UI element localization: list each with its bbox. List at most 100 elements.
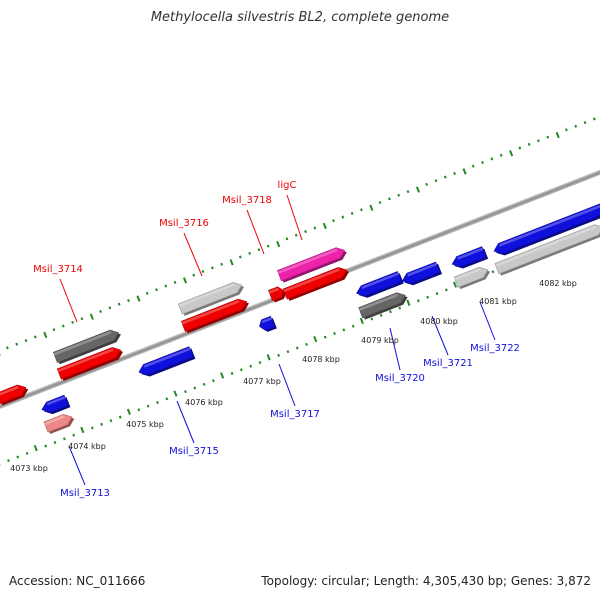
tick-mark bbox=[509, 150, 514, 157]
kbp-label: 4076 kbp bbox=[185, 398, 223, 407]
tick-mark bbox=[313, 335, 318, 343]
tick-mark bbox=[80, 317, 84, 321]
tick-mark bbox=[173, 280, 177, 284]
tick-mark bbox=[53, 440, 57, 444]
tick-mark bbox=[294, 233, 298, 237]
tick-mark bbox=[304, 230, 307, 234]
tick-mark bbox=[425, 182, 429, 186]
gene-blocks bbox=[0, 203, 600, 434]
tick-mark bbox=[201, 270, 205, 274]
kbp-label: 4081 kbp bbox=[479, 297, 517, 306]
tick-mark bbox=[370, 317, 374, 321]
gene-label: ligC bbox=[278, 180, 297, 191]
tick-mark bbox=[7, 459, 10, 463]
gene-msil-3715 bbox=[138, 346, 196, 377]
gene-label: Msil_3720 bbox=[375, 373, 425, 384]
gene-label: Msil_3722 bbox=[470, 343, 520, 354]
tick-mark bbox=[452, 281, 458, 288]
kbp-label: 4073 kbp bbox=[10, 464, 48, 473]
gene-msil-3720 bbox=[356, 271, 404, 298]
tick-mark bbox=[90, 426, 94, 430]
leader-line bbox=[286, 194, 303, 241]
tick-mark bbox=[332, 219, 335, 223]
tick-mark bbox=[239, 368, 243, 372]
tick-mark bbox=[266, 354, 271, 361]
gene-label: Msil_3714 bbox=[33, 264, 83, 275]
tick-mark bbox=[156, 400, 159, 405]
tick-mark bbox=[389, 310, 392, 314]
tick-mark bbox=[80, 426, 85, 434]
gene-msil-3714-gray bbox=[52, 329, 121, 365]
tick-mark bbox=[453, 171, 456, 175]
kbp-label: 4078 kbp bbox=[302, 355, 340, 364]
label-leader-lines bbox=[59, 194, 496, 486]
kbp-label: 4077 kbp bbox=[243, 377, 281, 386]
tick-mark bbox=[574, 124, 578, 128]
tick-mark bbox=[276, 240, 281, 248]
tick-mark bbox=[387, 197, 391, 201]
tick-mark bbox=[89, 313, 94, 320]
tick-mark bbox=[238, 255, 242, 259]
tick-mark bbox=[212, 379, 215, 383]
tick-mark bbox=[165, 397, 169, 401]
tick-mark bbox=[491, 270, 495, 274]
tick-mark bbox=[378, 200, 382, 205]
tick-mark bbox=[220, 372, 225, 379]
leader-line bbox=[479, 301, 496, 341]
tick-mark bbox=[527, 142, 531, 146]
gene-msil-3722-gray bbox=[453, 266, 491, 290]
tick-mark bbox=[108, 306, 112, 310]
tick-mark bbox=[341, 215, 345, 219]
gene-features bbox=[0, 203, 600, 434]
tick-mark bbox=[398, 306, 402, 310]
tick-mark bbox=[537, 139, 540, 143]
tick-mark bbox=[248, 251, 252, 255]
tick-mark bbox=[546, 135, 550, 139]
tick-mark bbox=[0, 462, 1, 466]
gene-ligc-red bbox=[282, 267, 350, 301]
tick-mark bbox=[323, 335, 327, 339]
leader-line bbox=[68, 445, 86, 486]
gene-msil-3721 bbox=[401, 261, 443, 286]
gene-right-gray bbox=[494, 224, 600, 276]
tick-mark bbox=[435, 292, 439, 296]
tick-mark bbox=[62, 437, 66, 441]
kbp-scale-labels: 4073 kbp 4074 kbp 4075 kbp 4076 kbp 4077 kbp… bbox=[10, 279, 577, 473]
tick-mark bbox=[184, 390, 187, 394]
tick-mark bbox=[350, 211, 354, 215]
gene-msil-3714 bbox=[56, 347, 124, 381]
tick-mark bbox=[0, 349, 1, 357]
tick-mark bbox=[136, 295, 141, 302]
tick-mark bbox=[257, 248, 261, 252]
tick-mark bbox=[490, 157, 494, 161]
leader-line bbox=[246, 209, 265, 255]
leader-line bbox=[278, 363, 296, 407]
tick-mark bbox=[333, 331, 336, 336]
gene-label: Msil_3713 bbox=[60, 488, 110, 499]
tick-mark bbox=[109, 419, 113, 423]
gene-msil-3713 bbox=[43, 414, 75, 434]
tick-mark bbox=[471, 164, 475, 168]
leader-line bbox=[176, 400, 195, 444]
tick-mark bbox=[99, 309, 102, 314]
tick-mark bbox=[351, 324, 355, 328]
tick-mark bbox=[443, 175, 447, 179]
kbp-label: 4079 kbp bbox=[361, 336, 399, 345]
tick-mark bbox=[33, 444, 38, 452]
tick-mark bbox=[164, 284, 168, 288]
tick-mark bbox=[322, 222, 327, 230]
tick-mark bbox=[313, 226, 317, 230]
tick-mark bbox=[481, 161, 484, 165]
tick-mark bbox=[137, 408, 141, 412]
map-title: Methylocella silvestris BL2, complete ge… bbox=[150, 10, 450, 25]
tick-mark bbox=[100, 422, 103, 426]
tick-mark bbox=[249, 364, 253, 368]
tick-mark bbox=[295, 346, 299, 350]
tick-mark bbox=[127, 299, 130, 303]
tick-mark bbox=[202, 382, 206, 386]
kbp-label: 4080 kbp bbox=[420, 317, 458, 326]
tick-mark bbox=[16, 455, 20, 459]
tick-mark bbox=[462, 168, 467, 175]
tick-mark bbox=[15, 342, 19, 346]
leader-line bbox=[389, 327, 401, 371]
